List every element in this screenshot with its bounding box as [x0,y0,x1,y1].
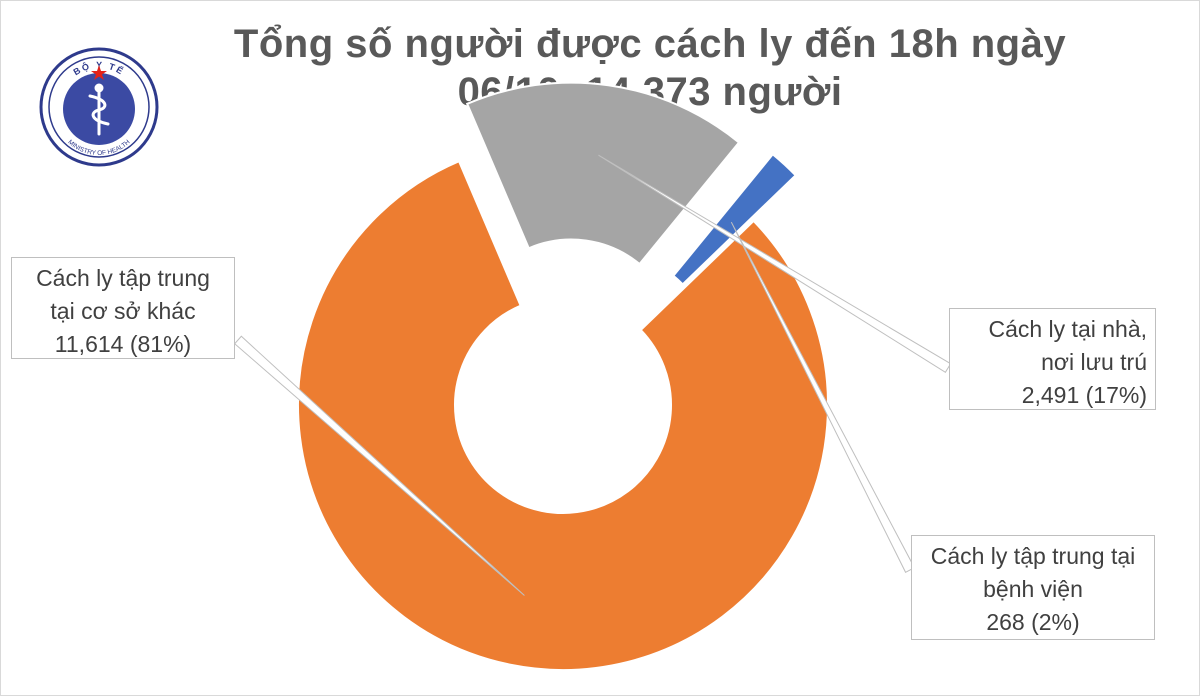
ministry-of-health-logo: BỘ Y TẾ MINISTRY OF HEALTH [39,47,159,167]
data-label-line: Cách ly tập trung tại [930,543,1136,569]
star-icon [91,65,107,80]
data-label-value: 268 (2%) [986,609,1080,635]
leader-line-2 [730,221,916,573]
leader-line-1 [598,154,952,373]
data-label-slice-0: Cách ly tập trung tại cơ sở khác 11,614 … [11,257,235,359]
leader-line-0 [233,335,525,596]
donut-slice-0 [297,159,829,671]
data-label-value: 2,491 (17%) [1021,382,1147,408]
chart-title-line-1: Tổng số người được cách ly đến 18h ngày [233,22,1067,66]
data-label-line: bệnh viện [983,576,1083,602]
donut-slice-1 [465,81,741,266]
data-label-line: nơi lưu trú [1041,349,1147,375]
data-label-line: tại cơ sở khác [50,298,196,324]
data-label-slice-2: Cách ly tập trung tại bệnh viện 268 (2%) [911,535,1155,640]
data-label-slice-1: Cách ly tại nhà, nơi lưu trú 2,491 (17%) [949,308,1156,410]
data-label-value: 11,614 (81%) [54,331,192,357]
caduceus-icon [88,83,110,136]
data-label-line: Cách ly tập trung [36,265,210,291]
donut-slice-2 [671,152,798,286]
data-label-line: Cách ly tại nhà, [988,316,1147,342]
